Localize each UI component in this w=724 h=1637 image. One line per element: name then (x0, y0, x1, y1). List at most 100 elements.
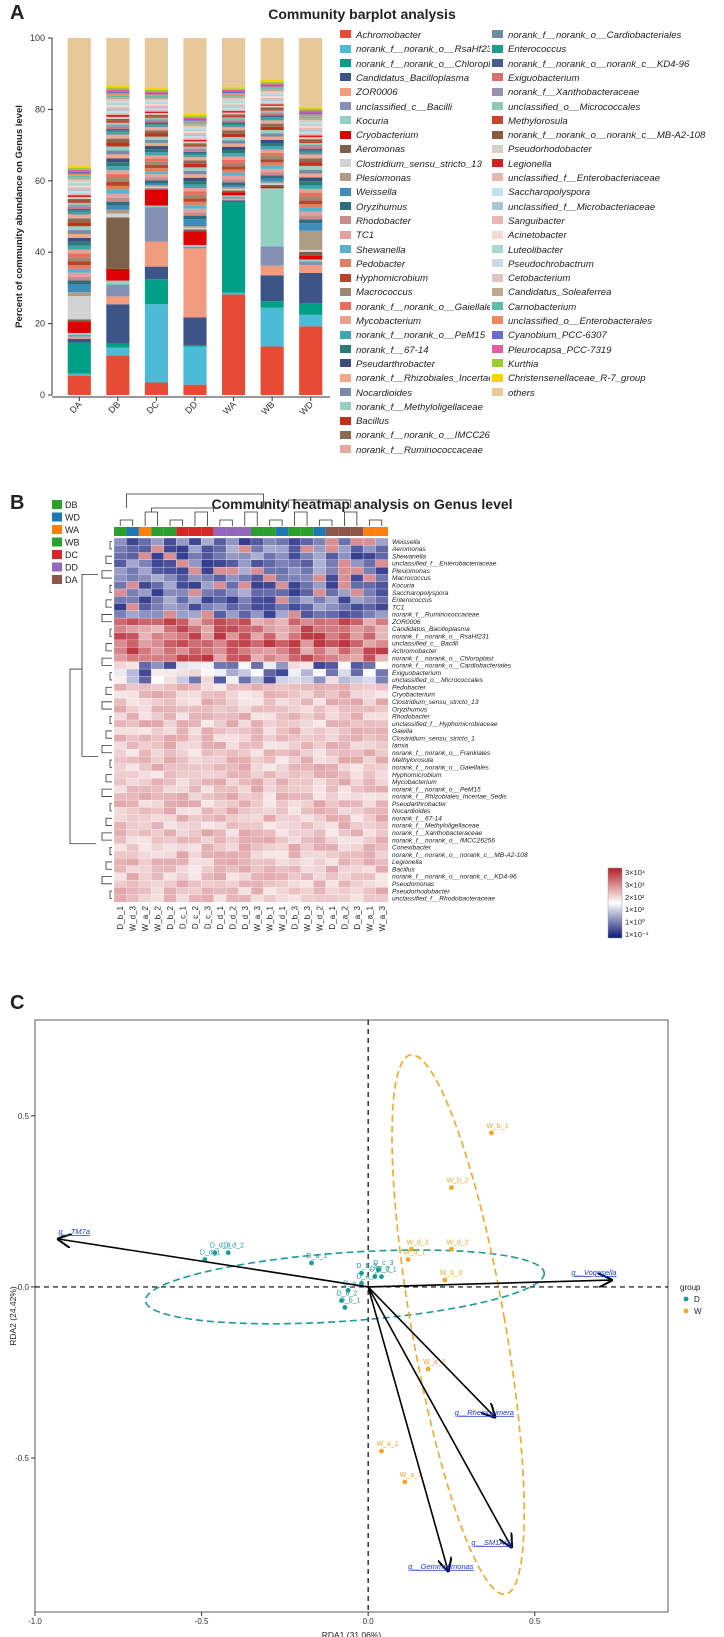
heatmap-cell (225, 654, 239, 663)
column-dendrogram (119, 493, 383, 526)
heatmap-cell (188, 814, 202, 823)
bar-segment (67, 336, 91, 339)
bar-segment (260, 188, 284, 247)
bar-segment (106, 268, 130, 281)
legend-item: TC1 (340, 230, 490, 242)
heatmap-cell (225, 887, 239, 896)
heatmap-cell (225, 792, 239, 801)
heatmap-cell (151, 748, 165, 757)
bar-segment (260, 155, 284, 160)
bar-segment (183, 215, 207, 220)
bar-segment (144, 185, 168, 187)
heatmap-cell (238, 785, 252, 794)
legend-label: Cetobacterium (508, 273, 571, 285)
heatmap-cell (176, 727, 190, 735)
bar-segment (144, 108, 168, 111)
heatmap-cell (250, 552, 264, 561)
bar-segment (106, 95, 130, 98)
heatmap-cell (263, 756, 277, 765)
dendrogram-branch (119, 519, 134, 526)
heatmap-cell (176, 581, 190, 590)
heatmap-cell (275, 843, 289, 852)
heatmap-cell (126, 559, 140, 568)
heatmap-cell (325, 559, 339, 568)
bar-segment (299, 314, 323, 327)
bar-segment (106, 217, 130, 269)
heatmap-cell (225, 741, 239, 750)
heatmap-cell (138, 668, 152, 677)
bar-segment (106, 347, 130, 356)
heatmap-cell (263, 683, 277, 692)
heatmap-cell (275, 566, 289, 575)
heatmap-cell (250, 836, 264, 845)
heatmap-cell (338, 639, 351, 648)
bar-segment (106, 85, 130, 88)
sample-label: D_d_3 (210, 1243, 231, 1250)
heatmap-cell (250, 807, 264, 815)
heatmap-cell (225, 865, 239, 874)
bar-segment (299, 207, 323, 212)
heatmap-cell (250, 865, 264, 874)
heatmap-cell (213, 683, 227, 692)
heatmap-cell (325, 632, 339, 641)
heatmap-cell (126, 748, 140, 757)
heatmap-cell (275, 880, 289, 888)
heatmap-cell (238, 625, 252, 633)
bar-segment (183, 146, 207, 149)
bar-segment (222, 125, 246, 128)
bar-segment (67, 210, 91, 213)
heatmap-cell (263, 880, 277, 888)
legend-item: Kurthia (492, 359, 722, 371)
bar-segment (144, 188, 168, 190)
heatmap-col-label: D_d_3 (241, 905, 250, 929)
legend-label: ZOR0006 (356, 87, 398, 99)
heatmap-cell (300, 763, 314, 772)
sample-point (339, 1298, 344, 1304)
bar-segment (183, 113, 207, 116)
bar-segment (183, 317, 207, 345)
heatmap-cell (151, 581, 165, 590)
heatmap-cell (288, 748, 302, 757)
heatmap-cell (275, 814, 289, 823)
heatmap-cell (176, 617, 190, 626)
y-tick-label: -0.5 (15, 1454, 29, 1463)
heatmap-cell (338, 661, 351, 670)
heatmap-cell (238, 865, 252, 874)
heatmap-cell (325, 625, 339, 633)
heatmap-cell (275, 559, 289, 568)
heatmap-cell (362, 814, 376, 823)
species-arrow-label: g__Vogesella (571, 1268, 616, 1277)
heatmap-cell (138, 814, 152, 823)
heatmap-cell (225, 705, 239, 714)
bar-segment (222, 112, 246, 115)
heatmap-cell (113, 763, 127, 772)
heatmap-cell (113, 734, 127, 743)
bar-segment (183, 151, 207, 154)
heatmap-cell (350, 712, 364, 721)
bar-segment (106, 101, 130, 104)
heatmap-cell (338, 603, 351, 612)
bar-segment (299, 129, 323, 132)
bar-segment (106, 93, 130, 96)
bar-segment (260, 38, 284, 80)
heatmap-cell (138, 617, 152, 626)
heatmap-cell (126, 887, 140, 896)
heatmap-cell (375, 712, 389, 721)
heatmap-col-label: D_b_1 (116, 905, 125, 929)
heatmap-cell (113, 887, 127, 896)
heatmap-cell (151, 639, 165, 648)
heatmap-cell (213, 727, 227, 735)
heatmap-cell (338, 698, 351, 706)
bar-segment (260, 307, 284, 347)
bar-segment (67, 202, 91, 205)
legend-swatch (340, 216, 351, 225)
sample-point (402, 1479, 408, 1485)
heatmap-cell (325, 821, 339, 830)
heatmap-cell (238, 887, 252, 896)
heatmap-group-cell (151, 527, 164, 536)
bar-segment (67, 189, 91, 192)
heatmap-cell (313, 632, 327, 641)
heatmap-cell (375, 552, 389, 561)
bar-segment (222, 98, 246, 100)
heatmap-cell (362, 727, 376, 735)
